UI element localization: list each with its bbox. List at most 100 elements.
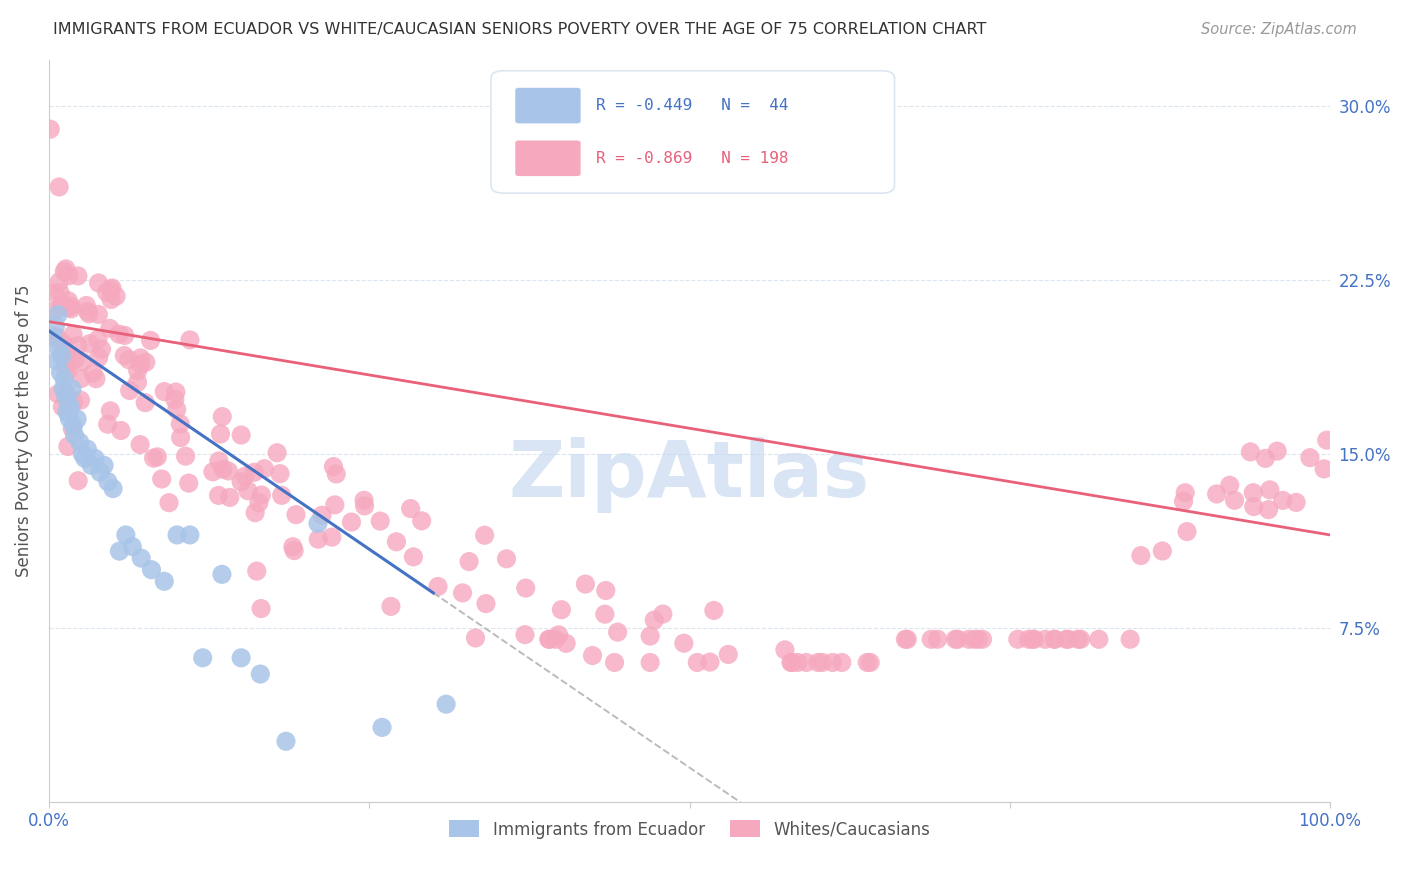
Point bbox=[957, 632, 980, 647]
Point bbox=[49, 285, 72, 300]
Point bbox=[110, 424, 132, 438]
Point bbox=[603, 656, 626, 670]
Point bbox=[46, 330, 69, 344]
Point bbox=[229, 428, 252, 442]
Point bbox=[73, 451, 96, 466]
Point bbox=[311, 508, 333, 523]
Point bbox=[82, 366, 104, 380]
Point bbox=[114, 328, 136, 343]
Point bbox=[927, 632, 949, 647]
Point bbox=[56, 405, 79, 419]
Point bbox=[538, 632, 561, 647]
Point bbox=[48, 343, 70, 357]
Point bbox=[46, 387, 69, 401]
Point bbox=[1223, 493, 1246, 508]
Point bbox=[353, 493, 375, 508]
Point bbox=[49, 299, 72, 313]
Point bbox=[69, 393, 91, 408]
Point bbox=[285, 508, 308, 522]
Point bbox=[217, 464, 239, 478]
Point bbox=[70, 371, 93, 385]
Point bbox=[243, 465, 266, 479]
Point bbox=[1265, 444, 1288, 458]
Point bbox=[307, 532, 329, 546]
Point bbox=[105, 289, 128, 303]
Point bbox=[56, 440, 79, 454]
Point bbox=[129, 357, 152, 371]
FancyBboxPatch shape bbox=[515, 140, 581, 176]
Point bbox=[114, 528, 136, 542]
Point bbox=[72, 447, 94, 461]
Point bbox=[58, 412, 80, 426]
Point bbox=[146, 450, 169, 464]
Point bbox=[780, 656, 803, 670]
Point bbox=[967, 632, 990, 647]
Point bbox=[717, 648, 740, 662]
Point bbox=[87, 351, 110, 365]
Point bbox=[1271, 493, 1294, 508]
Point bbox=[80, 458, 103, 473]
Point bbox=[253, 461, 276, 475]
Point bbox=[811, 656, 834, 670]
Point bbox=[595, 583, 617, 598]
Point bbox=[59, 299, 82, 313]
Point bbox=[211, 567, 233, 582]
Point bbox=[250, 488, 273, 502]
Point bbox=[323, 498, 346, 512]
Point bbox=[135, 355, 157, 369]
Point bbox=[946, 632, 969, 647]
Point bbox=[62, 419, 84, 434]
Point bbox=[93, 458, 115, 473]
Point bbox=[1018, 632, 1040, 647]
Point bbox=[201, 465, 224, 479]
Point bbox=[60, 301, 83, 316]
Point bbox=[63, 352, 86, 367]
Point bbox=[896, 632, 918, 647]
Point bbox=[69, 435, 91, 450]
Point bbox=[48, 180, 70, 194]
Point bbox=[233, 469, 256, 483]
Point bbox=[250, 601, 273, 615]
Point bbox=[859, 656, 882, 670]
Point bbox=[1024, 632, 1046, 647]
Point bbox=[703, 603, 725, 617]
Point bbox=[972, 632, 994, 647]
Point bbox=[212, 462, 235, 476]
Point bbox=[63, 428, 86, 442]
Point bbox=[1070, 632, 1092, 647]
Point bbox=[945, 632, 967, 647]
Point bbox=[550, 603, 572, 617]
Point bbox=[100, 293, 122, 307]
Point bbox=[495, 551, 517, 566]
Point bbox=[229, 475, 252, 489]
Point bbox=[894, 632, 917, 647]
Point bbox=[1205, 487, 1227, 501]
Point bbox=[87, 276, 110, 290]
Point bbox=[44, 285, 66, 300]
Point bbox=[53, 373, 76, 387]
Point bbox=[651, 607, 673, 621]
Point bbox=[283, 543, 305, 558]
Point bbox=[270, 488, 292, 502]
Text: Source: ZipAtlas.com: Source: ZipAtlas.com bbox=[1201, 22, 1357, 37]
Point bbox=[55, 261, 77, 276]
Point bbox=[643, 613, 665, 627]
Point bbox=[307, 516, 329, 531]
Point bbox=[67, 474, 90, 488]
Point bbox=[475, 597, 498, 611]
Point bbox=[544, 632, 567, 647]
Point bbox=[118, 352, 141, 367]
Point bbox=[208, 454, 231, 468]
Point bbox=[174, 449, 197, 463]
Point bbox=[211, 409, 233, 424]
Point bbox=[51, 400, 73, 414]
Point bbox=[121, 540, 143, 554]
Point bbox=[191, 650, 214, 665]
Point bbox=[56, 301, 79, 315]
Point bbox=[247, 496, 270, 510]
Point bbox=[458, 555, 481, 569]
Point bbox=[1173, 494, 1195, 508]
Point bbox=[66, 268, 89, 283]
Point bbox=[606, 625, 628, 640]
Point bbox=[1258, 483, 1281, 497]
